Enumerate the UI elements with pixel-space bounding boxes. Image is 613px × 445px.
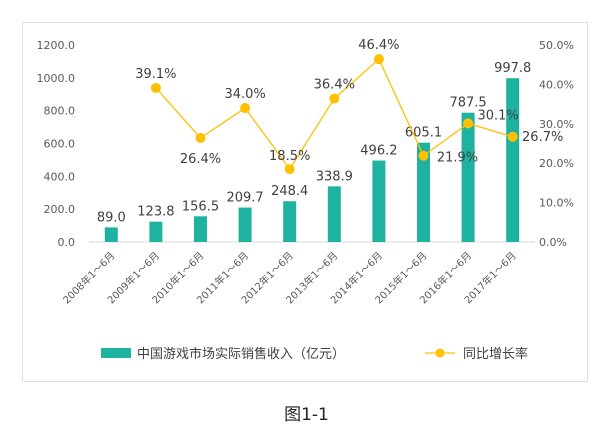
legend-bar-label: 中国游戏市场实际销售收入（亿元） <box>137 346 345 362</box>
growth-marker-5 <box>284 164 295 175</box>
legend: 中国游戏市场实际销售收入（亿元） 同比增长率 <box>101 346 528 362</box>
growth-marker-9 <box>463 118 474 129</box>
growth-value-label: 46.4% <box>358 38 399 53</box>
bar-value-label: 997.8 <box>494 61 531 76</box>
growth-value-label: 18.5% <box>269 149 310 164</box>
growth-marker-6 <box>329 93 340 104</box>
bar-value-label: 123.8 <box>137 205 174 220</box>
growth-value-label: 30.1% <box>477 108 518 123</box>
left-axis-tick-label: 600.0 <box>44 138 76 151</box>
bar-7 <box>372 160 386 242</box>
right-axis-ticks: 0.0% 10.0% 20.0% 30.0% 40.0% 50.0% <box>539 39 574 249</box>
bar-value-label: 156.5 <box>182 199 219 214</box>
growth-markers <box>150 54 518 175</box>
right-axis-tick-label: 20.0% <box>539 157 574 170</box>
bar-8 <box>417 142 430 242</box>
chart-frame: 0.0 200.0 400.0 600.0 800.0 1000.0 1200.0 0.0%… <box>22 22 588 382</box>
bar-3 <box>194 216 207 242</box>
bar-series <box>104 78 520 242</box>
bar-10 <box>506 78 520 242</box>
right-axis-tick-label: 10.0% <box>539 197 574 210</box>
growth-value-label: 34.0% <box>224 87 265 102</box>
bar-value-label: 496.2 <box>360 144 397 159</box>
left-axis-tick-label: 800.0 <box>44 105 76 118</box>
growth-marker-3 <box>195 132 206 143</box>
bar-5 <box>283 201 297 242</box>
bar-value-label: 89.0 <box>97 210 126 225</box>
right-axis-tick-label: 0.0% <box>539 236 567 249</box>
growth-data-labels: 39.1% 26.4% 34.0% 18.5% 36.4% 46.4% 21.9% 30.1%… <box>135 38 563 167</box>
chart: 0.0 200.0 400.0 600.0 800.0 1000.0 1200.0 0.0%… <box>37 38 574 362</box>
growth-value-label: 26.7% <box>522 130 563 145</box>
left-axis-tick-label: 400.0 <box>44 170 76 183</box>
growth-value-label: 26.4% <box>180 152 221 167</box>
growth-value-label: 21.9% <box>437 151 478 166</box>
growth-value-label: 39.1% <box>135 67 176 82</box>
bar-2 <box>149 221 163 242</box>
x-axis-ticks: 2008年1～6月2009年1～6月2010年1～6月2011年1～6月2012… <box>60 249 519 306</box>
legend-bar-swatch <box>101 348 131 358</box>
right-axis-tick-label: 30.0% <box>539 118 574 131</box>
growth-marker-10 <box>507 131 518 142</box>
right-axis-tick-label: 40.0% <box>539 78 574 91</box>
bar-value-label: 248.4 <box>271 184 308 199</box>
bar-9 <box>461 112 475 242</box>
bar-1 <box>104 227 118 242</box>
growth-marker-7 <box>373 54 384 65</box>
bar-value-label: 338.9 <box>316 169 353 184</box>
right-axis-tick-label: 50.0% <box>539 39 574 52</box>
bar-6 <box>327 186 341 242</box>
growth-marker-2 <box>150 82 161 93</box>
growth-marker-4 <box>240 103 251 114</box>
legend-line-label: 同比增长率 <box>463 346 528 362</box>
bar-value-label: 209.7 <box>226 191 263 206</box>
growth-value-label: 36.4% <box>314 78 355 93</box>
left-axis-ticks: 0.0 200.0 400.0 600.0 800.0 1000.0 1200.0 <box>37 39 76 249</box>
growth-marker-8 <box>418 150 429 161</box>
legend-line-marker <box>435 348 445 358</box>
left-axis-tick-label: 0.0 <box>58 236 76 249</box>
bar-4 <box>238 207 252 242</box>
left-axis-tick-label: 1200.0 <box>37 39 76 52</box>
left-axis-tick-label: 1000.0 <box>37 72 76 85</box>
bar-value-label: 787.5 <box>449 96 486 111</box>
left-axis-tick-label: 200.0 <box>44 203 76 216</box>
figure-caption: 图1-1 <box>284 405 329 425</box>
